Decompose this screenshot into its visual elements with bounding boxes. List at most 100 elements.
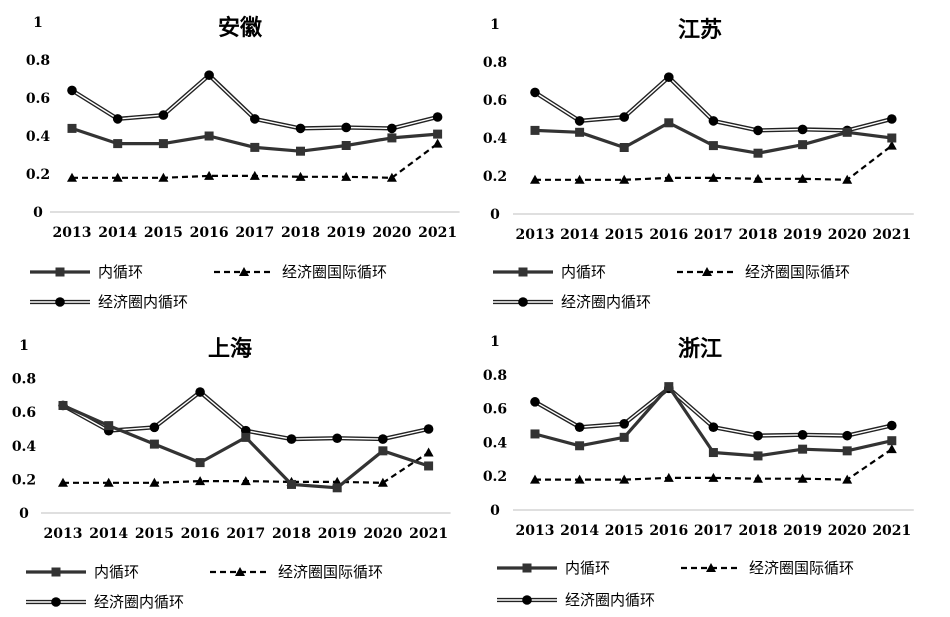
data-point-inner-loop — [753, 148, 763, 158]
legend-marker-circle-loop — [518, 297, 528, 307]
legend-item-intl-loop: 经济圈国际循环 — [681, 559, 854, 577]
data-point-circle-loop — [574, 422, 585, 432]
y-tick-label: 0.6 — [12, 405, 36, 421]
y-tick-label: 0 — [19, 506, 29, 522]
chart-panel-3: 上海 0 0.2 0.4 0.6 0.8 1 2013 2014 2015 2016 2017 2018… — [0, 320, 475, 617]
x-tick-label: 2016 — [190, 225, 229, 241]
legend-item-intl-loop: 经济圈国际循环 — [677, 263, 850, 281]
series-circle-loop — [530, 72, 897, 136]
x-tick-label: 2017 — [694, 227, 733, 243]
series-intl-loop — [530, 140, 897, 184]
data-point-inner-loop — [753, 451, 763, 461]
data-point-circle-loop — [664, 72, 674, 82]
data-point-inner-loop — [58, 400, 68, 410]
data-point-inner-loop — [195, 458, 205, 468]
data-point-inner-loop — [798, 140, 808, 150]
series-intl-loop — [67, 138, 443, 182]
data-point-inner-loop — [204, 131, 214, 141]
x-tick-label: 2021 — [418, 225, 457, 241]
x-tick-label: 2014 — [98, 225, 137, 241]
data-point-intl-loop — [240, 476, 251, 486]
legend-label: 经济圈国际循环 — [278, 563, 383, 581]
x-tick-label: 2019 — [318, 526, 357, 542]
data-point-intl-loop — [619, 474, 630, 484]
data-point-circle-loop — [195, 387, 205, 397]
x-tick-label: 2014 — [560, 227, 599, 243]
data-point-intl-loop — [112, 172, 123, 182]
series-circle-loop — [67, 70, 443, 134]
data-point-circle-loop — [158, 110, 169, 120]
data-point-intl-loop — [708, 172, 719, 182]
data-point-circle-loop — [67, 85, 77, 96]
chart-panel-4: 浙江 0 0.2 0.4 0.6 0.8 1 2013 2014 2015 2016 2017 2018… — [475, 320, 950, 617]
legend-label: 内循环 — [561, 263, 606, 281]
y-tick-label: 0 — [490, 207, 500, 223]
y-tick-label: 0 — [33, 205, 43, 221]
y-tick-label: 1 — [490, 334, 500, 350]
x-tick-label: 2020 — [363, 526, 402, 542]
y-tick-label: 0.8 — [483, 368, 507, 384]
legend-item-intl-loop: 经济圈国际循环 — [210, 563, 383, 581]
data-point-circle-loop — [204, 70, 214, 80]
data-point-intl-loop — [530, 174, 540, 184]
legend-item-circle-loop: 经济圈内循环 — [30, 293, 188, 311]
chart-title: 浙江 — [678, 336, 722, 362]
x-tick-label: 2017 — [226, 526, 265, 542]
data-point-circle-loop — [295, 123, 306, 134]
y-tick-label: 0.2 — [26, 167, 50, 183]
legend-marker-intl-loop — [235, 567, 245, 576]
y-tick-label: 0.6 — [483, 402, 507, 418]
data-point-inner-loop — [149, 439, 159, 449]
x-tick-label: 2014 — [89, 526, 128, 542]
legend-marker-intl-loop — [702, 267, 712, 276]
legend-item-circle-loop: 经济圈内循环 — [26, 593, 184, 611]
data-point-intl-loop — [797, 473, 808, 483]
data-point-circle-loop — [341, 122, 352, 133]
data-point-intl-loop — [753, 173, 763, 183]
x-tick-label: 2019 — [327, 225, 366, 241]
series-inner-loop — [530, 118, 897, 158]
data-point-intl-loop — [195, 476, 206, 486]
data-point-inner-loop — [530, 125, 540, 135]
data-point-circle-loop — [619, 419, 629, 429]
data-point-circle-loop — [842, 430, 852, 441]
y-tick-label: 0.4 — [483, 131, 508, 147]
x-tick-label: 2021 — [409, 526, 448, 542]
legend-label: 经济圈内循环 — [565, 591, 655, 609]
legend-label: 经济圈内循环 — [561, 293, 651, 311]
series-line-inner-loop — [62, 404, 430, 490]
y-tick-label: 0.6 — [26, 91, 50, 107]
data-point-intl-loop — [886, 140, 897, 150]
data-point-intl-loop — [753, 473, 763, 483]
legend-label: 经济圈国际循环 — [282, 263, 387, 281]
x-tick-label: 2013 — [516, 227, 555, 243]
legend-marker-intl-loop — [706, 563, 716, 572]
data-point-inner-loop — [287, 479, 296, 489]
data-point-intl-loop — [341, 171, 352, 181]
x-tick-label: 2018 — [272, 526, 311, 542]
x-tick-label: 2013 — [44, 526, 83, 542]
legend-marker-circle-loop — [522, 595, 532, 605]
data-point-intl-loop — [842, 174, 853, 184]
legend-marker-circle-loop — [55, 297, 65, 307]
data-point-circle-loop — [387, 123, 397, 134]
series-intl-loop — [530, 444, 897, 484]
data-point-intl-loop — [149, 477, 160, 487]
y-tick-label: 0.4 — [483, 435, 508, 451]
x-tick-label: 2015 — [135, 526, 174, 542]
data-point-circle-loop — [797, 429, 808, 440]
legend-item-inner-loop: 内循环 — [26, 563, 139, 581]
series-inner-loop — [530, 382, 897, 461]
data-point-inner-loop — [575, 441, 585, 451]
data-point-inner-loop — [433, 129, 443, 139]
data-point-intl-loop — [663, 472, 674, 482]
y-tick-label: 0.2 — [12, 472, 36, 488]
y-tick-label: 1 — [490, 17, 500, 33]
y-tick-label: 0.6 — [483, 93, 507, 109]
x-tick-label: 2013 — [53, 225, 92, 241]
chart-svg: 江苏 0 0.2 0.4 0.6 0.8 1 2013 2014 2015 2016 2017 2018… — [483, 17, 914, 311]
legend-label: 经济圈国际循环 — [745, 263, 850, 281]
data-point-inner-loop — [332, 483, 342, 493]
